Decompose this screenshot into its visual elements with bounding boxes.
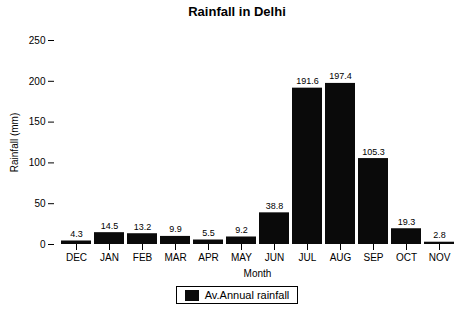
svg-text:JUN: JUN — [265, 252, 284, 263]
svg-text:38.8: 38.8 — [266, 201, 284, 211]
svg-text:SEP: SEP — [363, 252, 383, 263]
svg-text:FEB: FEB — [133, 252, 153, 263]
svg-text:200: 200 — [29, 76, 46, 87]
svg-text:9.2: 9.2 — [235, 225, 248, 235]
svg-text:150: 150 — [29, 116, 46, 127]
svg-text:0: 0 — [40, 239, 46, 250]
svg-text:AUG: AUG — [330, 252, 352, 263]
svg-text:50: 50 — [34, 198, 46, 209]
svg-text:APR: APR — [198, 252, 219, 263]
svg-text:13.2: 13.2 — [134, 222, 152, 232]
svg-text:19.3: 19.3 — [398, 217, 416, 227]
svg-text:DEC: DEC — [66, 252, 87, 263]
svg-text:4.3: 4.3 — [70, 229, 83, 239]
svg-text:Month: Month — [244, 268, 272, 279]
html-text:Av.Annual rainfall: Av.Annual rainfall — [204, 289, 290, 301]
html-text:Rainfall in Delhi: Rainfall in Delhi — [188, 4, 286, 19]
svg-text:MAY: MAY — [231, 252, 252, 263]
svg-text:105.3: 105.3 — [362, 147, 385, 157]
svg-text:OCT: OCT — [396, 252, 417, 263]
svg-text:2.8: 2.8 — [433, 230, 446, 240]
svg-text:JUL: JUL — [299, 252, 317, 263]
svg-text:14.5: 14.5 — [101, 221, 119, 231]
svg-text:Rainfall (mm): Rainfall (mm) — [9, 113, 20, 172]
svg-text:191.6: 191.6 — [296, 76, 319, 86]
svg-text:250: 250 — [29, 35, 46, 46]
svg-text:9.9: 9.9 — [169, 224, 182, 234]
svg-text:MAR: MAR — [164, 252, 186, 263]
svg-text:JAN: JAN — [100, 252, 119, 263]
svg-text:NOV: NOV — [429, 252, 451, 263]
svg-text:5.5: 5.5 — [202, 228, 215, 238]
svg-text:100: 100 — [29, 157, 46, 168]
svg-text:197.4: 197.4 — [329, 71, 352, 81]
